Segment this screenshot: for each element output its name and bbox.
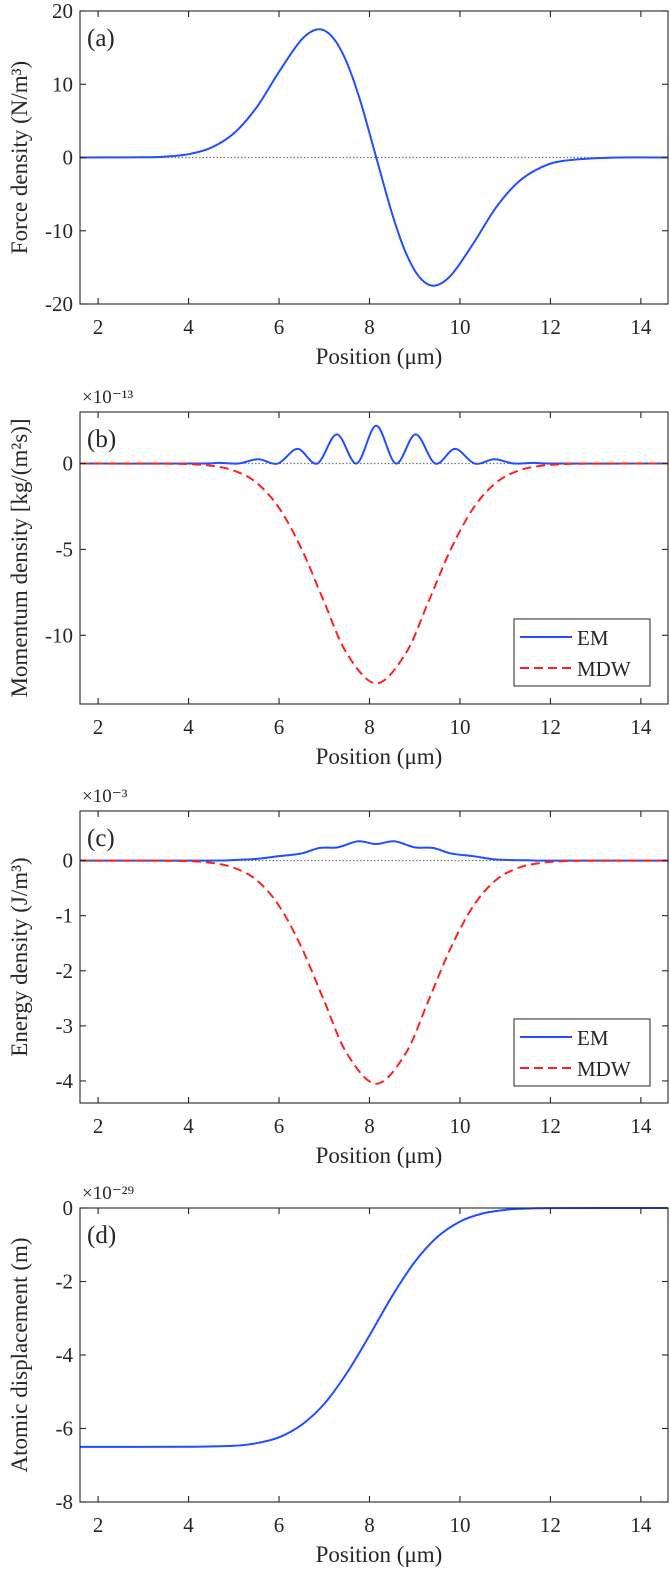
y-axis-exponent: ×10⁻¹³ [82, 387, 133, 408]
x-tick-label: 12 [540, 315, 561, 339]
y-tick-label: 10 [52, 72, 73, 96]
y-axis-exponent: ×10⁻²⁹ [82, 1183, 134, 1204]
x-tick-label: 4 [183, 1114, 194, 1138]
x-tick-label: 10 [449, 315, 470, 339]
series-line-mdw [80, 859, 668, 1085]
panel-label: (c) [87, 825, 115, 852]
legend: EM MDW [513, 618, 651, 687]
y-tick-label: -5 [56, 537, 74, 561]
y-tick-label: -8 [56, 1490, 74, 1514]
panel-label: (a) [87, 25, 115, 52]
x-tick-label: 14 [630, 1114, 652, 1138]
x-tick-label: 14 [630, 715, 652, 739]
y-axis-exponent: ×10⁻³ [82, 786, 128, 807]
x-tick-label: 6 [274, 315, 285, 339]
x-tick-label: 4 [183, 715, 194, 739]
y-tick-label: 0 [63, 849, 74, 873]
x-tick-label: 2 [93, 1513, 104, 1537]
y-tick-label: -10 [45, 623, 73, 647]
x-axis-label: Position (μm) [316, 1143, 443, 1168]
x-tick-label: 2 [93, 1114, 104, 1138]
x-tick-label: 4 [183, 315, 194, 339]
y-axis-label: Momentum density [kg/(m²s)] [7, 418, 32, 697]
panel-label: (b) [87, 426, 116, 453]
y-tick-label: 0 [63, 452, 74, 476]
x-tick-label: 10 [449, 1114, 470, 1138]
y-tick-label: -10 [45, 219, 73, 243]
x-tick-label: 12 [540, 715, 561, 739]
axes-box [79, 411, 669, 705]
x-tick-label: 2 [93, 315, 104, 339]
y-tick-label: -3 [56, 1014, 74, 1038]
legend-entry-mdw: MDW [577, 657, 631, 681]
y-axis-label: Atomic displacement (m) [7, 1237, 32, 1472]
x-tick-label: 8 [364, 315, 375, 339]
legend-box [513, 618, 651, 687]
panel-label: (d) [87, 1222, 116, 1249]
x-axis-label: Position (μm) [316, 344, 443, 369]
y-tick-label: -20 [45, 292, 73, 316]
y-tick-label: 0 [63, 1196, 74, 1220]
x-tick-label: 10 [449, 715, 470, 739]
panel-a: 2 4 6 8 10 12 14 20 10 0 -10 -20 Position (μm) Force … [7, 0, 669, 369]
x-tick-label: 2 [93, 715, 104, 739]
legend-box [513, 1018, 651, 1087]
legend-entry-mdw: MDW [577, 1057, 631, 1081]
y-tick-label: -2 [56, 959, 74, 983]
x-tick-label: 8 [364, 1513, 375, 1537]
series-line-em [80, 840, 668, 862]
x-tick-label: 4 [183, 1513, 194, 1537]
panel-b: 2 4 6 8 10 12 14 0 -5 -10 Position (μm) Momentum de… [7, 387, 669, 769]
series-line-force [80, 28, 668, 287]
x-tick-label: 6 [274, 1114, 285, 1138]
plot-area [80, 1208, 668, 1502]
series-line-em [80, 424, 668, 465]
x-tick-label: 12 [540, 1513, 561, 1537]
y-tick-label: -4 [56, 1069, 74, 1093]
legend: EM MDW [513, 1018, 651, 1087]
y-axis-label: Energy density (J/m³) [7, 857, 32, 1056]
y-tick-label: 20 [52, 0, 73, 23]
x-tick-label: 10 [449, 1513, 470, 1537]
x-tick-label: 12 [540, 1114, 561, 1138]
panel-c: 2 4 6 8 10 12 14 0 -1 -2 -3 -4 Position (μm) Energy d… [7, 786, 669, 1168]
x-tick-label: 8 [364, 1114, 375, 1138]
legend-entry-em: EM [577, 626, 609, 650]
x-tick-label: 6 [274, 715, 285, 739]
y-tick-label: 0 [63, 146, 74, 170]
panel-d: 2 4 6 8 10 12 14 0 -2 -4 -6 -8 Position (μm) Atomic d… [7, 1183, 669, 1567]
x-axis-label: Position (μm) [316, 1542, 443, 1567]
x-tick-label: 14 [630, 315, 652, 339]
axes-box [79, 810, 669, 1104]
y-tick-label: -4 [56, 1343, 74, 1367]
x-axis-label: Position (μm) [316, 744, 443, 769]
y-tick-label: -2 [56, 1270, 74, 1294]
y-tick-label: -1 [56, 904, 74, 928]
y-axis-label: Force density (N/m³) [7, 61, 32, 254]
x-tick-label: 6 [274, 1513, 285, 1537]
x-tick-label: 14 [630, 1513, 652, 1537]
x-tick-label: 8 [364, 715, 375, 739]
y-tick-label: -6 [56, 1417, 74, 1441]
series-line-displacement [80, 1207, 668, 1448]
legend-entry-em: EM [577, 1026, 609, 1050]
